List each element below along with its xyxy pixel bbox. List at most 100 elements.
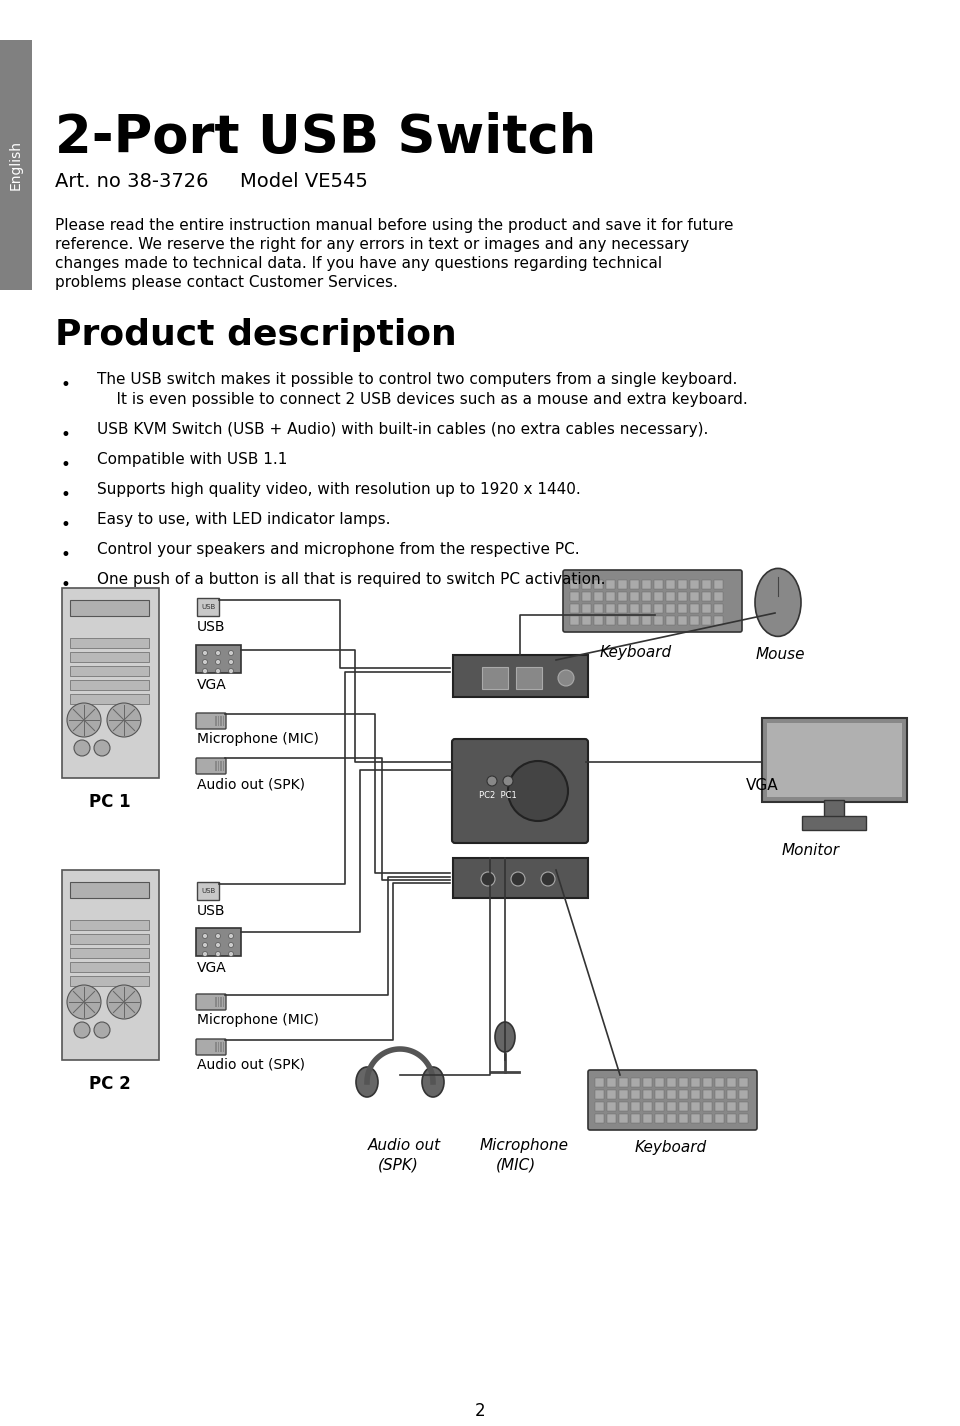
FancyBboxPatch shape xyxy=(739,1114,748,1124)
FancyBboxPatch shape xyxy=(62,870,159,1060)
Circle shape xyxy=(215,943,221,947)
Circle shape xyxy=(74,740,90,756)
Circle shape xyxy=(558,670,574,686)
FancyBboxPatch shape xyxy=(594,605,603,613)
FancyBboxPatch shape xyxy=(691,1078,700,1087)
Text: •: • xyxy=(60,546,70,565)
FancyBboxPatch shape xyxy=(218,716,219,726)
FancyBboxPatch shape xyxy=(679,1078,688,1087)
FancyBboxPatch shape xyxy=(715,1102,724,1111)
Text: USB: USB xyxy=(197,904,226,918)
FancyBboxPatch shape xyxy=(715,1114,724,1124)
Circle shape xyxy=(508,761,568,821)
FancyBboxPatch shape xyxy=(215,716,217,726)
FancyBboxPatch shape xyxy=(666,580,675,589)
FancyBboxPatch shape xyxy=(452,739,588,843)
Text: PC 2: PC 2 xyxy=(89,1075,131,1092)
FancyBboxPatch shape xyxy=(630,592,639,600)
Text: USB: USB xyxy=(197,620,226,635)
FancyBboxPatch shape xyxy=(643,1078,652,1087)
Circle shape xyxy=(487,776,497,786)
Circle shape xyxy=(203,951,207,957)
Text: It is even possible to connect 2 USB devices such as a mouse and extra keyboard.: It is even possible to connect 2 USB dev… xyxy=(97,392,748,406)
Circle shape xyxy=(107,703,141,737)
FancyBboxPatch shape xyxy=(762,719,907,801)
Ellipse shape xyxy=(495,1022,515,1052)
FancyBboxPatch shape xyxy=(570,580,579,589)
FancyBboxPatch shape xyxy=(654,580,663,589)
FancyBboxPatch shape xyxy=(642,616,651,625)
Text: Product description: Product description xyxy=(55,318,457,352)
Circle shape xyxy=(228,934,233,938)
Text: changes made to technical data. If you have any questions regarding technical: changes made to technical data. If you h… xyxy=(55,257,662,271)
FancyBboxPatch shape xyxy=(702,605,711,613)
FancyBboxPatch shape xyxy=(62,588,159,779)
Circle shape xyxy=(228,943,233,947)
Text: Supports high quality video, with resolution up to 1920 x 1440.: Supports high quality video, with resolu… xyxy=(97,482,581,498)
Text: (SPK): (SPK) xyxy=(378,1158,419,1174)
Text: Audio out: Audio out xyxy=(368,1138,442,1154)
FancyBboxPatch shape xyxy=(215,761,217,771)
Text: Easy to use, with LED indicator lamps.: Easy to use, with LED indicator lamps. xyxy=(97,512,391,528)
FancyBboxPatch shape xyxy=(703,1102,712,1111)
FancyBboxPatch shape xyxy=(619,1114,628,1124)
FancyBboxPatch shape xyxy=(197,597,219,616)
FancyBboxPatch shape xyxy=(196,645,241,673)
FancyBboxPatch shape xyxy=(630,580,639,589)
FancyBboxPatch shape xyxy=(690,616,699,625)
FancyBboxPatch shape xyxy=(196,1040,226,1055)
Circle shape xyxy=(481,873,495,886)
FancyBboxPatch shape xyxy=(678,616,687,625)
Circle shape xyxy=(74,1022,90,1038)
Text: •: • xyxy=(60,456,70,473)
FancyBboxPatch shape xyxy=(70,680,149,690)
FancyBboxPatch shape xyxy=(582,592,591,600)
Circle shape xyxy=(541,873,555,886)
Text: The USB switch makes it possible to control two computers from a single keyboard: The USB switch makes it possible to cont… xyxy=(97,372,737,386)
Text: VGA: VGA xyxy=(197,961,227,975)
FancyBboxPatch shape xyxy=(619,1089,628,1099)
Text: •: • xyxy=(60,376,70,394)
Text: PC 1: PC 1 xyxy=(89,793,131,811)
FancyBboxPatch shape xyxy=(655,1102,664,1111)
FancyBboxPatch shape xyxy=(679,1114,688,1124)
FancyBboxPatch shape xyxy=(215,997,217,1007)
FancyBboxPatch shape xyxy=(220,761,222,771)
Text: Art. no 38-3726: Art. no 38-3726 xyxy=(55,173,208,191)
FancyBboxPatch shape xyxy=(582,580,591,589)
Text: Microphone (MIC): Microphone (MIC) xyxy=(197,1012,319,1027)
FancyBboxPatch shape xyxy=(595,1078,604,1087)
FancyBboxPatch shape xyxy=(618,616,627,625)
FancyBboxPatch shape xyxy=(631,1114,640,1124)
FancyBboxPatch shape xyxy=(594,580,603,589)
FancyBboxPatch shape xyxy=(691,1089,700,1099)
Text: PC2  PC1: PC2 PC1 xyxy=(479,791,516,800)
FancyBboxPatch shape xyxy=(220,1042,222,1052)
FancyBboxPatch shape xyxy=(70,666,149,676)
FancyBboxPatch shape xyxy=(643,1089,652,1099)
Text: 2: 2 xyxy=(474,1402,486,1420)
FancyBboxPatch shape xyxy=(223,761,224,771)
FancyBboxPatch shape xyxy=(631,1089,640,1099)
Ellipse shape xyxy=(755,569,801,636)
FancyBboxPatch shape xyxy=(691,1114,700,1124)
Text: USB KVM Switch (USB + Audio) with built-in cables (no extra cables necessary).: USB KVM Switch (USB + Audio) with built-… xyxy=(97,422,708,436)
Circle shape xyxy=(94,1022,110,1038)
FancyBboxPatch shape xyxy=(630,605,639,613)
FancyBboxPatch shape xyxy=(606,592,615,600)
FancyBboxPatch shape xyxy=(196,713,226,729)
Circle shape xyxy=(228,650,233,656)
Text: USB: USB xyxy=(201,888,215,894)
Text: Model VE545: Model VE545 xyxy=(240,173,368,191)
FancyBboxPatch shape xyxy=(607,1114,616,1124)
Circle shape xyxy=(203,650,207,656)
FancyBboxPatch shape xyxy=(643,1102,652,1111)
FancyBboxPatch shape xyxy=(802,816,866,830)
FancyBboxPatch shape xyxy=(618,605,627,613)
FancyBboxPatch shape xyxy=(70,600,149,616)
FancyBboxPatch shape xyxy=(739,1078,748,1087)
FancyBboxPatch shape xyxy=(582,616,591,625)
FancyBboxPatch shape xyxy=(667,1102,676,1111)
FancyBboxPatch shape xyxy=(218,761,219,771)
FancyBboxPatch shape xyxy=(607,1078,616,1087)
